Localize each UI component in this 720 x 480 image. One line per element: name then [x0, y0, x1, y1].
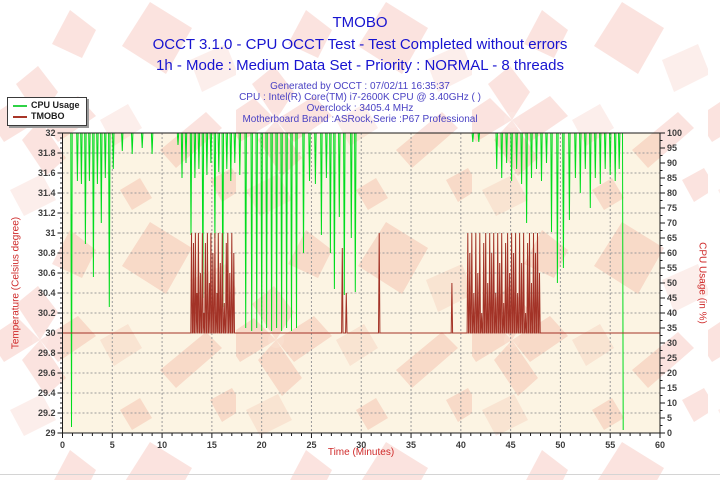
cpu-usage-line-swatch [13, 104, 27, 107]
tick-label: 95 [667, 143, 677, 153]
gridlines [62, 133, 660, 433]
tick-label: 0 [60, 440, 65, 450]
test-result-line: OCCT 3.1.0 - CPU OCCT Test - Test Comple… [152, 36, 568, 53]
tick-label: 50 [667, 278, 677, 288]
tick-label: 31.2 [38, 208, 56, 218]
chart-title: TMOBO [332, 14, 388, 31]
tick-label: 25 [306, 440, 316, 450]
y-axis-right-title: CPU Usage (in %) [696, 242, 708, 324]
axis-ticks [57, 132, 665, 438]
legend-item-cpu-usage: CPU Usage [13, 100, 80, 111]
tick-label: 20 [667, 368, 677, 378]
tick-label: 0 [667, 428, 672, 438]
tick-label: 30 [356, 440, 366, 450]
tick-label: 29 [45, 428, 55, 438]
axis-tick-labels: 0 5 10 15 20 25 30 35 40 45 50 55 602929.229.429.629… [38, 128, 682, 450]
tick-label: 35 [667, 323, 677, 333]
cpu-info-line: CPU : Intel(R) Core(TM) i7-2600K CPU @ 3… [239, 92, 481, 103]
legend-label: TMOBO [31, 111, 65, 121]
tick-label: 30.6 [38, 268, 56, 278]
tick-label: 30.8 [38, 248, 56, 258]
tick-label: 55 [605, 440, 615, 450]
tick-label: 70 [667, 218, 677, 228]
tick-label: 31.4 [38, 188, 56, 198]
legend-item-tmobo: TMOBO [13, 111, 80, 122]
tick-label: 50 [555, 440, 565, 450]
tick-label: 29.4 [38, 388, 56, 398]
tick-label: 45 [667, 293, 677, 303]
tick-label: 55 [667, 263, 677, 273]
tick-label: 29.8 [38, 348, 56, 358]
tick-label: 5 [110, 440, 115, 450]
tick-label: 60 [667, 248, 677, 258]
legend: CPU Usage TMOBO [7, 97, 87, 126]
tick-label: 40 [456, 440, 466, 450]
generated-by-line: Generated by OCCT : 07/02/11 16:35:37 [270, 81, 450, 92]
overclock-line: Overclock : 3405.4 MHz [306, 103, 414, 114]
tick-label: 35 [406, 440, 416, 450]
tick-label: 31.8 [38, 148, 56, 158]
tick-label: 15 [207, 440, 217, 450]
tick-label: 75 [667, 203, 677, 213]
tick-label: 29.2 [38, 408, 56, 418]
tick-label: 15 [667, 383, 677, 393]
page-divider-line [0, 474, 720, 475]
tick-label: 40 [667, 308, 677, 318]
tick-label: 5 [667, 413, 672, 423]
tick-label: 80 [667, 188, 677, 198]
tick-label: 32 [45, 128, 55, 138]
test-mode-line: 1h - Mode : Medium Data Set - Priority :… [156, 57, 564, 74]
tick-label: 85 [667, 173, 677, 183]
tmobo-line-swatch [13, 115, 27, 118]
tick-label: 45 [506, 440, 516, 450]
y-axis-left-title: Temperature (Celsius degree) [10, 216, 22, 350]
tick-label: 60 [655, 440, 665, 450]
legend-label: CPU Usage [31, 100, 80, 110]
tick-label: 30 [45, 328, 55, 338]
data-series [62, 133, 660, 431]
tick-label: 10 [667, 398, 677, 408]
tick-label: 20 [257, 440, 267, 450]
motherboard-line: Motherboard Brand :ASRock,Serie :P67 Pro… [242, 114, 478, 125]
tick-label: 31 [45, 228, 55, 238]
tick-label: 90 [667, 158, 677, 168]
tick-label: 10 [157, 440, 167, 450]
x-axis-title: Time (Minutes) [327, 447, 395, 458]
tick-label: 31.6 [38, 168, 56, 178]
tick-label: 29.6 [38, 368, 56, 378]
tick-label: 25 [667, 353, 677, 363]
tick-label: 65 [667, 233, 677, 243]
tick-label: 100 [667, 128, 682, 138]
tick-label: 30 [667, 338, 677, 348]
tick-label: 30.2 [38, 308, 56, 318]
tick-label: 30.4 [38, 288, 56, 298]
